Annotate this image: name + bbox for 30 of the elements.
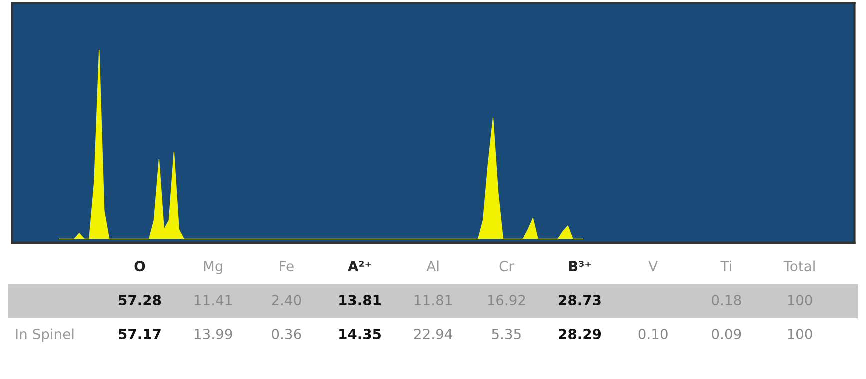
category-label: Mg [204,261,222,274]
category-label: Total [784,260,815,272]
text: 0.18 [712,295,742,306]
category-label: Cr [500,261,514,272]
category-label: Al [426,260,439,272]
text: 13.99 [194,329,232,340]
text: 14.35 [340,329,381,340]
category-label: V [648,261,658,272]
text: 2.40 [272,295,302,306]
text: 0.36 [272,329,302,340]
category-label: O [134,261,146,272]
category-label: B³⁺ [569,261,592,272]
category-label: Fe [280,261,294,272]
text: 28.73 [559,295,601,306]
category-label: A²⁺ [348,261,372,272]
text: 0.10 [638,329,668,340]
text: 0.09 [712,329,742,340]
text: 100 [788,329,812,340]
text: 57.28 [119,295,162,306]
text: 57.17 [119,329,161,340]
category-label: Ti [720,260,732,272]
text: 28.29 [559,329,602,340]
text: 5.35 [492,329,521,340]
text: 13.81 [340,295,382,306]
category-label: In Spinel [16,328,74,342]
text: 22.94 [414,329,452,340]
text: 11.41 [194,295,232,306]
text: 100 [788,295,812,306]
text: 16.92 [488,295,526,306]
text: 11.81 [414,295,452,306]
